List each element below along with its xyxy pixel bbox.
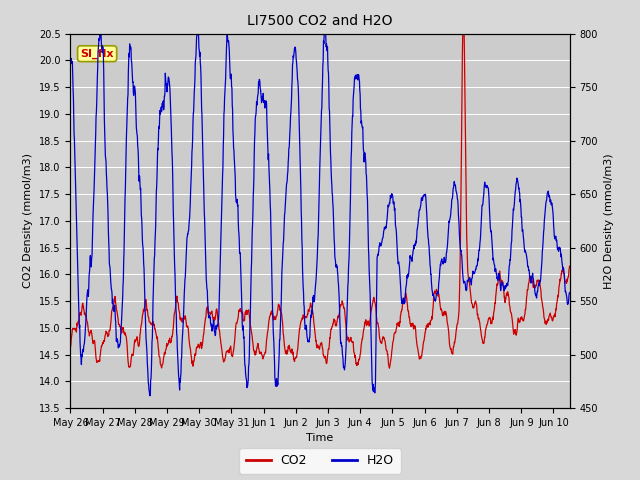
CO2	[67, 343, 74, 349]
CO2	[460, 9, 467, 15]
X-axis label: Time: Time	[307, 433, 333, 443]
Y-axis label: H2O Density (mmol/m3): H2O Density (mmol/m3)	[604, 153, 614, 288]
H2O	[194, 16, 202, 22]
CO2	[385, 365, 393, 371]
CO2	[125, 364, 133, 370]
CO2	[298, 317, 305, 323]
Y-axis label: CO2 Density (mmol/m3): CO2 Density (mmol/m3)	[24, 153, 33, 288]
H2O	[146, 393, 154, 398]
H2O	[289, 53, 297, 59]
H2O	[105, 247, 113, 252]
CO2	[289, 351, 296, 357]
H2O	[67, 59, 74, 64]
H2O	[566, 290, 573, 296]
CO2	[566, 264, 573, 269]
CO2	[105, 328, 113, 334]
Line: H2O: H2O	[70, 19, 570, 396]
H2O	[351, 76, 359, 82]
Legend: CO2, H2O: CO2, H2O	[239, 448, 401, 474]
Line: CO2: CO2	[70, 12, 570, 368]
CO2	[278, 317, 286, 323]
Text: SI_flx: SI_flx	[81, 48, 114, 59]
H2O	[125, 54, 133, 60]
H2O	[298, 244, 306, 250]
H2O	[279, 248, 287, 253]
Title: LI7500 CO2 and H2O: LI7500 CO2 and H2O	[247, 14, 393, 28]
CO2	[351, 351, 358, 357]
